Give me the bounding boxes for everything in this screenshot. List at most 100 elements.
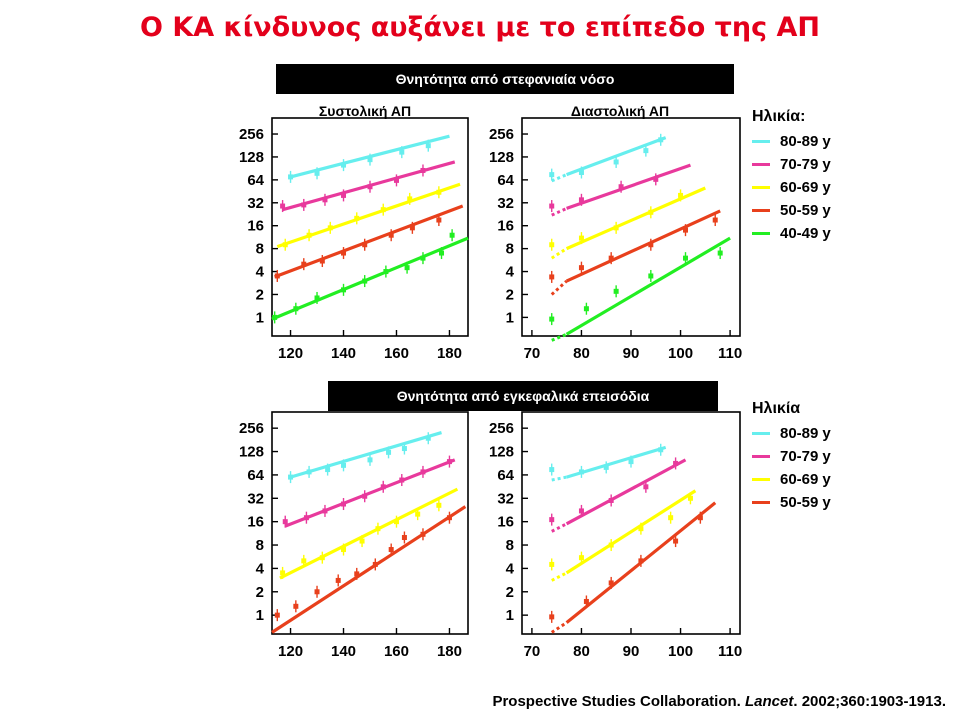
x-tick-label: 90: [623, 345, 640, 362]
data-point: [578, 504, 584, 517]
data-point: [583, 302, 589, 315]
data-point: [372, 558, 378, 571]
data-point: [717, 247, 723, 260]
data-point: [341, 543, 347, 556]
y-tick-label: 1: [256, 607, 264, 624]
data-point: [712, 214, 718, 227]
data-point: [638, 554, 644, 567]
data-point: [306, 465, 312, 478]
legend-unit: y: [822, 471, 831, 488]
legend-bottom: Ηλικία 80-89 y 70-79 y 60-69 y 50-59 y: [752, 400, 831, 514]
subtitle-diastolic-top: Διαστολική ΑΠ: [570, 103, 670, 119]
data-point: [648, 238, 654, 251]
data-point: [274, 269, 280, 282]
legend-unit: y: [822, 179, 831, 196]
series-line-70-79: [565, 458, 687, 526]
legend-item: 50-59 y: [752, 491, 831, 514]
data-point: [404, 261, 410, 274]
legend-swatch: [752, 432, 770, 435]
y-tick-label: 64: [497, 172, 514, 189]
y-tick-label: 8: [256, 241, 264, 258]
section-title-stroke: Θνητότητα από εγκεφαλικά επεισόδια: [328, 381, 718, 411]
data-point: [367, 453, 373, 466]
data-point: [549, 558, 555, 571]
data-point: [322, 193, 328, 206]
data-point: [608, 494, 614, 507]
legend-label: 60-69: [780, 179, 819, 196]
legend-label: 50-59: [780, 202, 819, 219]
data-point: [425, 139, 431, 152]
legend-swatch: [752, 186, 770, 189]
y-tick-label: 2: [256, 584, 264, 601]
x-tick-label: 110: [718, 643, 742, 660]
data-point: [401, 531, 407, 544]
stroke-diastolic-chart: 1 2 4 8 16 32 64 128 256 70 80 90 100 110: [489, 411, 742, 660]
data-point: [319, 255, 325, 268]
data-point: [280, 566, 286, 579]
data-point: [367, 153, 373, 166]
data-point: [388, 543, 394, 556]
data-point: [578, 551, 584, 564]
y-tick-label: 128: [489, 444, 514, 461]
data-point: [608, 576, 614, 589]
data-point: [549, 200, 555, 213]
data-point: [697, 511, 703, 524]
y-tick-label: 256: [489, 420, 514, 437]
legend-item: 60-69 y: [752, 176, 831, 199]
series-extrapolation-60-69: [550, 247, 568, 260]
data-point: [618, 180, 624, 193]
data-point: [399, 474, 405, 487]
data-point: [314, 291, 320, 304]
data-point: [668, 511, 674, 524]
x-tick-label: 80: [573, 643, 590, 660]
data-point: [282, 515, 288, 528]
y-tick-label: 128: [489, 149, 514, 166]
data-point: [683, 252, 688, 265]
data-point: [272, 311, 278, 324]
legend-unit: y: [822, 494, 831, 511]
data-point: [362, 238, 368, 251]
legend-unit: y: [822, 156, 831, 173]
legend-label: 70-79: [780, 156, 819, 173]
y-tick-label: 1: [506, 309, 514, 326]
y-tick-label: 2: [506, 286, 514, 303]
data-point: [608, 539, 614, 552]
legend-label: 50-59: [780, 494, 819, 511]
data-point: [314, 167, 320, 180]
data-point: [362, 490, 368, 503]
series-line-40-49: [271, 236, 469, 321]
data-point: [282, 238, 288, 251]
series-line-60-69: [276, 182, 461, 249]
legend-label: 60-69: [780, 471, 819, 488]
y-tick-label: 128: [239, 149, 264, 166]
data-point: [578, 465, 584, 478]
data-point: [388, 229, 394, 242]
data-point: [301, 198, 307, 211]
legend-swatch: [752, 455, 770, 458]
data-point: [549, 610, 555, 623]
y-tick-label: 1: [256, 309, 264, 326]
legend-swatch: [752, 478, 770, 481]
y-tick-label: 256: [489, 126, 514, 143]
series-extrapolation-50-59: [550, 621, 568, 634]
data-point: [643, 144, 649, 157]
data-point: [386, 446, 392, 459]
plot-frame: [271, 411, 469, 635]
data-point: [420, 164, 426, 177]
legend-item: 60-69 y: [752, 468, 831, 491]
x-tick-label: 140: [331, 643, 356, 660]
legend-item: 70-79 y: [752, 153, 831, 176]
series-line-50-59: [565, 209, 721, 283]
legend-item: 80-89 y: [752, 422, 831, 445]
x-tick-label: 120: [278, 345, 303, 362]
data-point: [401, 442, 407, 455]
data-point: [446, 455, 452, 468]
series-line-60-69: [565, 186, 706, 251]
legend-unit: y: [822, 225, 831, 242]
series-extrapolation-50-59: [550, 279, 568, 296]
data-point: [341, 189, 347, 202]
legend-label: 80-89: [780, 133, 819, 150]
legend-label: 70-79: [780, 448, 819, 465]
data-point: [549, 238, 555, 251]
legend-item: 70-79 y: [752, 445, 831, 468]
